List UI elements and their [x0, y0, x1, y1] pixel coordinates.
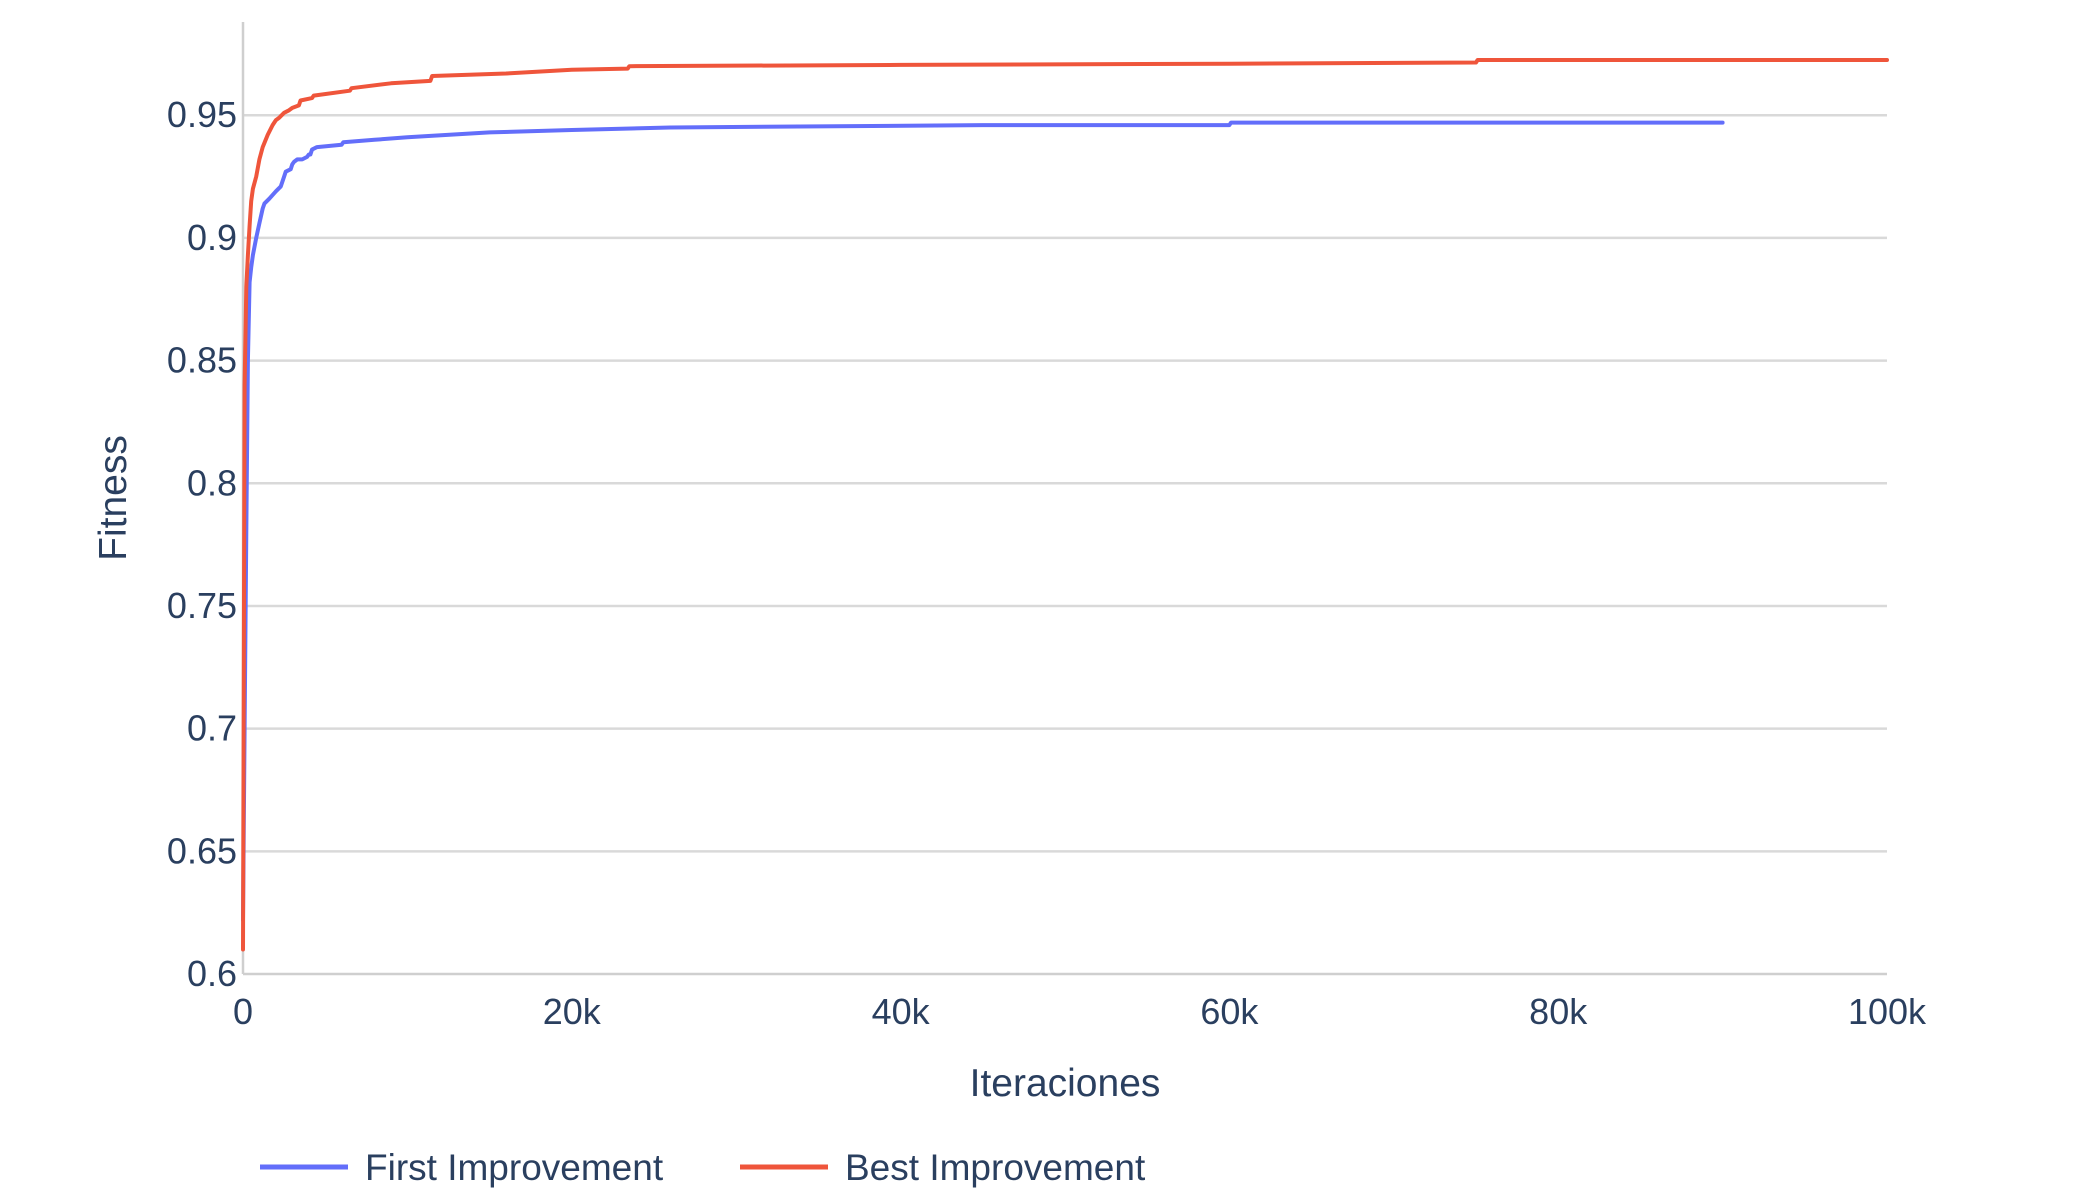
- y-axis-ticks: 0.6 0.65 0.7 0.75 0.8 0.85 0.9 0.95: [167, 94, 237, 994]
- y-tick-label: 0.75: [167, 585, 237, 626]
- y-tick-label: 0.6: [187, 953, 237, 994]
- y-tick-label: 0.85: [167, 340, 237, 381]
- legend-item: Best Improvement: [740, 1147, 1146, 1188]
- series-lines: [241, 58, 1889, 952]
- x-axis-ticks: 0 20k 40k 60k 80k 100k: [233, 991, 1927, 1032]
- y-tick-label: 0.8: [187, 462, 237, 503]
- x-tick-label: 40k: [872, 991, 931, 1032]
- series-line-best-improvement: [241, 58, 1889, 952]
- x-tick-label: 0: [233, 991, 253, 1032]
- y-tick-label: 0.65: [167, 830, 237, 871]
- legend: First Improvement Best Improvement: [260, 1147, 1146, 1188]
- y-tick-label: 0.95: [167, 94, 237, 135]
- legend-item: First Improvement: [260, 1147, 664, 1188]
- y-tick-label: 0.9: [187, 217, 237, 258]
- x-tick-label: 80k: [1529, 991, 1588, 1032]
- legend-label: First Improvement: [365, 1147, 664, 1188]
- x-axis-title: Iteraciones: [970, 1062, 1161, 1105]
- x-tick-label: 60k: [1200, 991, 1259, 1032]
- gridlines: [243, 113, 1887, 853]
- x-tick-label: 20k: [543, 991, 602, 1032]
- y-axis-title: Fitness: [92, 435, 135, 561]
- series-line-first-improvement: [241, 120, 1725, 922]
- legend-label: Best Improvement: [845, 1147, 1146, 1188]
- y-tick-label: 0.7: [187, 708, 237, 749]
- x-tick-label: 100k: [1848, 991, 1927, 1032]
